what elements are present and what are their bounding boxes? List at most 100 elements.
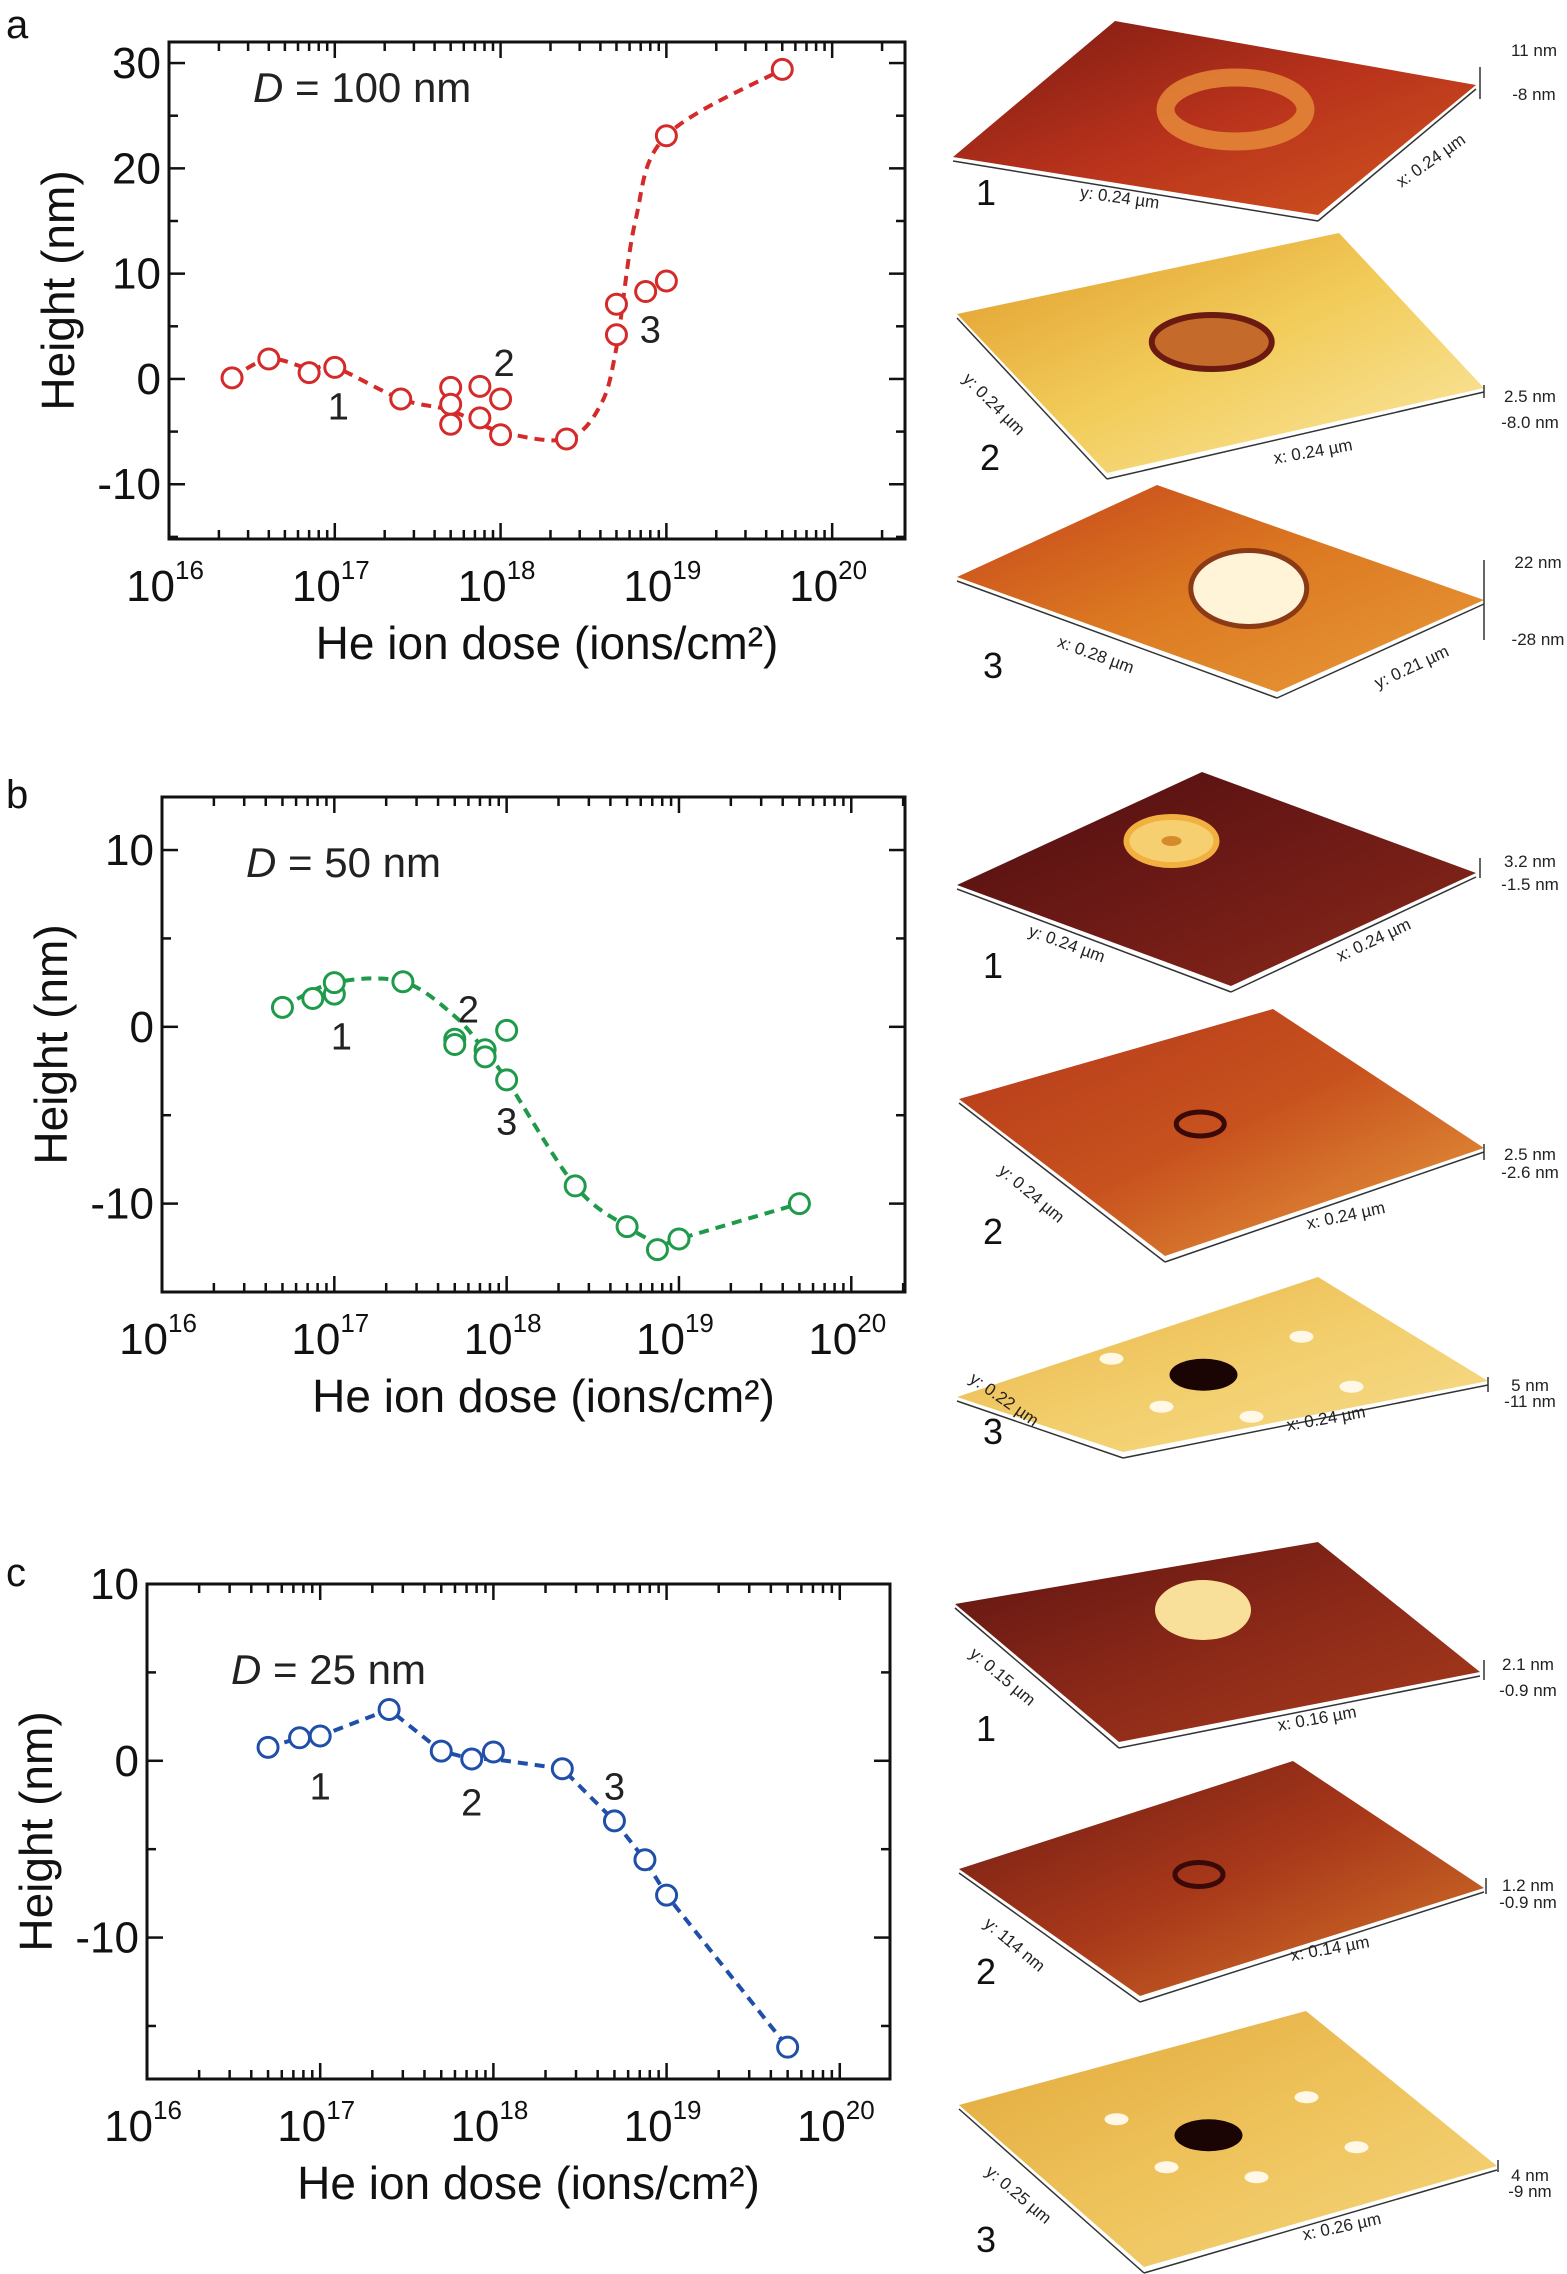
panel-letter-b: b <box>6 773 28 817</box>
afm-axis-line <box>1164 1151 1485 1263</box>
afm-feature <box>1172 1860 1226 1889</box>
ring-center <box>1161 836 1182 846</box>
y-tick-label: 10 <box>90 1560 139 1609</box>
afm-image-number: 2 <box>976 1951 996 1992</box>
afm-feature <box>1156 68 1315 151</box>
panel-letter-c: c <box>6 1551 26 1595</box>
annotation-text: = 100 nm <box>283 64 471 111</box>
x-tick-mantissa: 10 <box>624 2102 673 2151</box>
z-min-label: -8 nm <box>1512 85 1555 104</box>
x-tick-label: 1019 <box>636 1308 714 1364</box>
y-tick-label: 0 <box>137 355 161 404</box>
plot-frame <box>145 1582 892 2081</box>
x-tick-mantissa: 10 <box>119 1315 168 1364</box>
x-tick-exponent: 19 <box>672 555 701 585</box>
y-axis-label: Height (nm) <box>25 924 77 1164</box>
z-max-label: 2.5 nm <box>1504 1145 1556 1164</box>
y-tick-label: 20 <box>112 144 161 193</box>
plot-frame <box>160 795 907 1294</box>
x-tick-mantissa: 10 <box>458 562 507 611</box>
x-tick-exponent: 18 <box>513 1308 542 1338</box>
z-min-label: -11 nm <box>1504 1392 1556 1411</box>
x-axis-label: He ion dose (ions/cm²) <box>297 2157 760 2209</box>
afm-axis-line <box>956 580 1278 699</box>
pit-feature <box>1173 1109 1227 1139</box>
data-point <box>389 387 413 411</box>
bump-feature <box>1344 2141 1369 2154</box>
pit-feature <box>1148 312 1275 372</box>
afm-image-number: 3 <box>983 1411 1003 1452</box>
afm-image-c2: 2y: 114 nm x: 0.14 µm1.2 nm-0.9 nm <box>958 1761 1557 2003</box>
afm-axis-line <box>958 1872 1141 2003</box>
afm-side-label: x: 0.28 µm <box>1055 632 1136 677</box>
point-label: 3 <box>604 1767 625 1809</box>
z-min-label: -0.9 nm <box>1499 1681 1557 1700</box>
afm-surface <box>957 772 1476 986</box>
data-point <box>667 1227 691 1251</box>
afm-image-c1: 1y: 0.15 µmx: 0.16 µm2.1 nm-0.9 nm <box>954 1542 1557 1749</box>
trend-line <box>267 1707 790 2049</box>
data-point <box>270 995 294 1019</box>
hole-feature <box>1169 1358 1238 1391</box>
x-tick-label: 1019 <box>624 2095 702 2151</box>
ring-feature <box>1156 68 1315 151</box>
bump-feature <box>1099 1352 1124 1365</box>
point-label: 1 <box>328 386 349 428</box>
z-max-label: 22 nm <box>1514 553 1561 572</box>
z-min-label: -0.9 nm <box>1499 1893 1557 1912</box>
bump-feature <box>1244 2171 1269 2184</box>
x-tick-mantissa: 10 <box>292 562 341 611</box>
x-tick-mantissa: 10 <box>291 1315 340 1364</box>
dome-feature <box>1188 548 1310 629</box>
z-max-label: 11 nm <box>1511 41 1557 60</box>
y-tick-label: 10 <box>112 250 161 299</box>
afm-image-b3: 3y: 0.22 µm x: 0.24 µm5 nm-11 nm <box>956 1277 1556 1459</box>
data-point <box>770 57 794 81</box>
pit-feature <box>1172 1860 1226 1889</box>
x-tick-exponent: 20 <box>846 2095 875 2125</box>
afm-axis-line <box>1118 1675 1481 1749</box>
data-point <box>468 374 492 398</box>
afm-feature <box>1104 2091 1369 2184</box>
x-tick-label: 1018 <box>458 555 536 611</box>
afm-image-number: 2 <box>983 1211 1003 1252</box>
annotation-text: = 25 nm <box>261 1646 426 1693</box>
z-max-label: 2.1 nm <box>1502 1655 1554 1674</box>
afm-axis-line <box>954 1607 1120 1749</box>
x-tick-mantissa: 10 <box>464 1315 513 1364</box>
afm-axis-line <box>1230 876 1477 993</box>
x-tick-mantissa: 10 <box>797 2102 846 2151</box>
data-point <box>550 1757 574 1781</box>
y-tick-label: -10 <box>97 460 161 509</box>
point-label: 1 <box>331 1017 352 1059</box>
afm-feature <box>1173 1109 1227 1139</box>
x-tick-label: 1017 <box>292 555 370 611</box>
z-max-label: 4 nm <box>1511 2166 1549 2185</box>
x-tick-mantissa: 10 <box>789 562 838 611</box>
point-label: 2 <box>494 343 515 385</box>
afm-axis-line <box>1143 2169 1498 2274</box>
afm-side-label: y: 0.24 µm <box>959 369 1029 439</box>
data-point <box>429 1739 453 1763</box>
x-tick-label: 1017 <box>291 1308 369 1364</box>
afm-feature <box>1123 814 1220 868</box>
bump-feature <box>1104 2113 1129 2126</box>
z-min-label: -1.5 nm <box>1501 875 1559 894</box>
afm-axis-line <box>958 2108 1145 2274</box>
data-point <box>481 1740 505 1764</box>
bump-feature <box>1239 1410 1264 1423</box>
afm-axis-line <box>956 317 1108 480</box>
afm-image-a2: 2y: 0.24 µm x: 0.24 µm 2.5 nm -8.0 nm <box>956 233 1559 480</box>
afm-axis-line <box>956 888 1232 993</box>
data-point <box>563 1174 587 1198</box>
afm-axis-line <box>1317 88 1477 222</box>
afm-axis-line <box>958 1102 1166 1263</box>
data-point <box>495 1018 519 1042</box>
data-point <box>443 1033 467 1056</box>
afm-axis-line <box>1276 603 1485 699</box>
data-point <box>322 971 346 995</box>
z-max-label: 3.2 nm <box>1504 852 1556 871</box>
plot-frame <box>167 40 907 541</box>
data-point <box>776 2035 800 2059</box>
